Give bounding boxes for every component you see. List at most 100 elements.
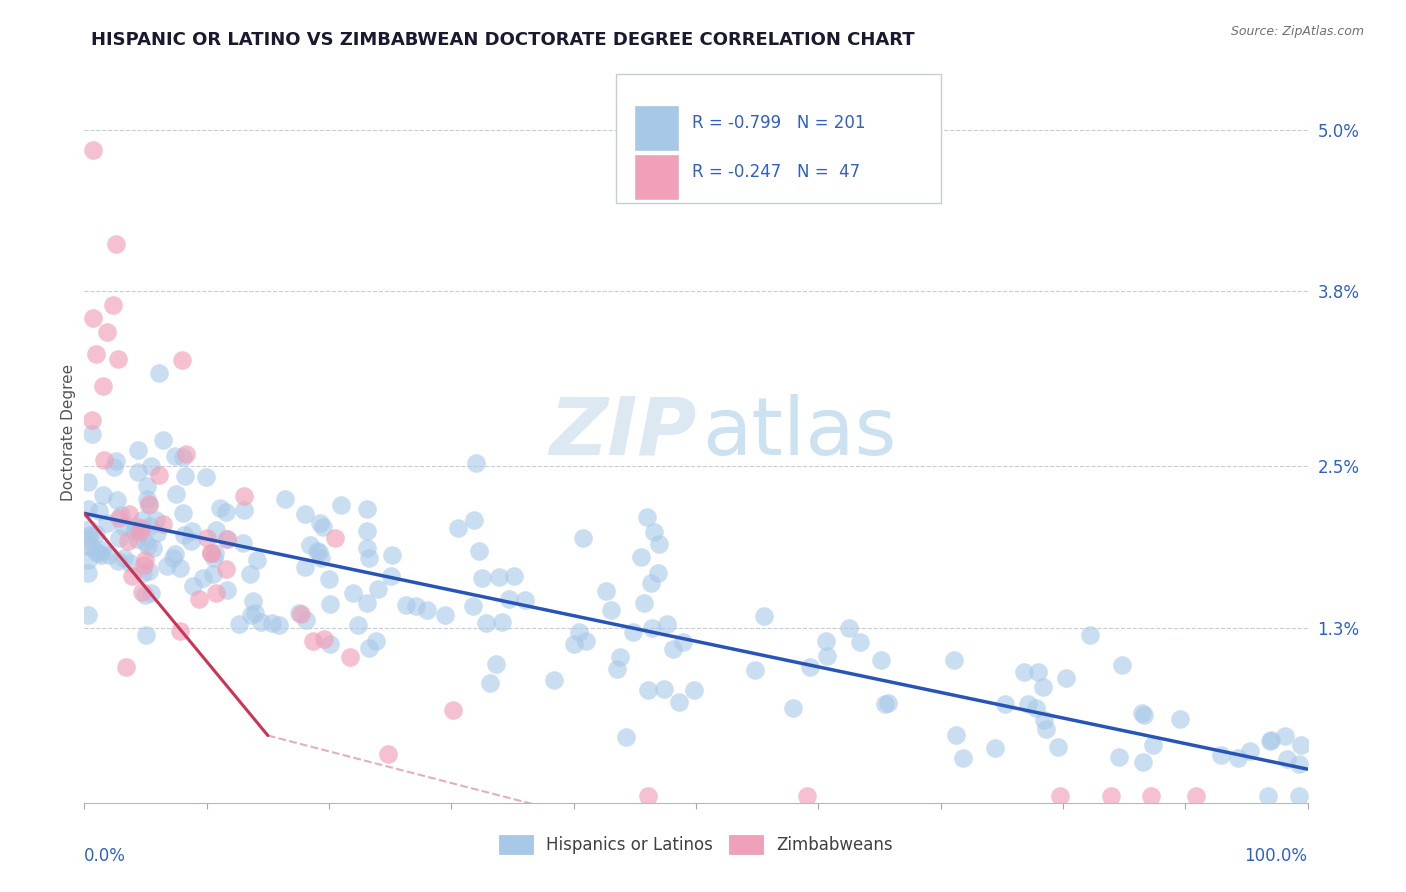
Point — [101, 298, 124, 312]
Point — [121, 568, 143, 582]
Point — [169, 561, 191, 575]
Point — [96, 516, 118, 530]
Point — [1170, 713, 1192, 727]
Point — [156, 558, 179, 573]
Point — [672, 634, 695, 648]
Point — [633, 596, 655, 610]
Point — [139, 519, 162, 533]
Point — [1133, 707, 1156, 722]
Point — [125, 532, 148, 546]
Point — [228, 616, 250, 631]
Point — [134, 588, 156, 602]
Point — [1239, 744, 1261, 758]
Point — [652, 682, 675, 697]
Point — [90, 548, 112, 562]
Point — [127, 465, 149, 479]
Point — [1275, 752, 1298, 766]
Point — [205, 586, 228, 600]
Point — [356, 524, 378, 538]
Point — [105, 493, 128, 508]
Point — [204, 545, 226, 559]
Point — [513, 593, 536, 607]
Point — [260, 616, 283, 631]
Point — [380, 568, 402, 582]
Point — [173, 468, 195, 483]
Point — [1108, 750, 1130, 764]
Point — [77, 608, 100, 623]
Point — [301, 634, 323, 648]
Point — [142, 541, 165, 556]
Point — [77, 531, 100, 545]
FancyBboxPatch shape — [636, 106, 678, 150]
Point — [152, 516, 174, 531]
Point — [135, 479, 157, 493]
Text: 100.0%: 100.0% — [1244, 847, 1308, 865]
Point — [945, 729, 967, 743]
Point — [115, 660, 138, 674]
Point — [105, 237, 128, 252]
Point — [870, 653, 893, 667]
Point — [217, 582, 239, 597]
Point — [131, 521, 153, 535]
Point — [342, 586, 364, 600]
Text: Source: ZipAtlas.com: Source: ZipAtlas.com — [1230, 25, 1364, 38]
Point — [108, 531, 131, 545]
Point — [96, 325, 118, 339]
Point — [139, 459, 162, 474]
Point — [849, 635, 872, 649]
Point — [191, 571, 214, 585]
Point — [120, 557, 142, 571]
Point — [1260, 733, 1282, 747]
Point — [1026, 665, 1049, 680]
Point — [1054, 671, 1077, 685]
Point — [568, 624, 591, 639]
Point — [135, 628, 157, 642]
Point — [77, 475, 100, 489]
Point — [93, 487, 115, 501]
Point — [984, 740, 1007, 755]
Point — [132, 566, 155, 581]
Point — [640, 576, 662, 591]
Point — [1211, 747, 1233, 762]
Point — [1035, 722, 1057, 736]
Point — [447, 521, 470, 535]
Point — [356, 541, 378, 555]
Point — [1260, 733, 1282, 747]
Point — [131, 584, 153, 599]
Point — [648, 537, 671, 551]
Point — [138, 539, 160, 553]
Point — [202, 566, 225, 581]
Point — [1274, 729, 1296, 743]
Text: 0.0%: 0.0% — [84, 847, 127, 865]
Point — [233, 489, 256, 503]
Point — [339, 649, 361, 664]
Point — [90, 542, 112, 557]
Point — [288, 607, 311, 621]
Point — [105, 454, 128, 468]
Point — [77, 539, 100, 553]
Point — [200, 546, 222, 560]
Point — [138, 498, 160, 512]
Point — [103, 459, 125, 474]
Point — [1142, 738, 1164, 752]
Point — [97, 548, 120, 562]
Point — [1017, 697, 1039, 711]
Point — [433, 607, 456, 622]
Text: ZIP: ZIP — [548, 393, 696, 472]
Point — [200, 546, 222, 560]
Point — [405, 599, 427, 614]
Text: HISPANIC OR LATINO VS ZIMBABWEAN DOCTORATE DEGREE CORRELATION CHART: HISPANIC OR LATINO VS ZIMBABWEAN DOCTORA… — [91, 31, 915, 49]
Point — [274, 492, 297, 507]
Point — [163, 547, 186, 561]
Point — [637, 789, 659, 803]
FancyBboxPatch shape — [636, 155, 678, 200]
Point — [1184, 789, 1206, 803]
Point — [637, 682, 659, 697]
Point — [875, 697, 897, 711]
Point — [952, 751, 974, 765]
Point — [91, 378, 114, 392]
Point — [356, 596, 378, 610]
Point — [294, 560, 316, 574]
Text: R = -0.247   N =  47: R = -0.247 N = 47 — [692, 163, 860, 181]
Point — [312, 520, 335, 534]
